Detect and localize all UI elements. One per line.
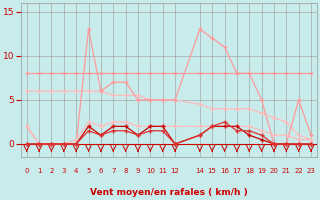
X-axis label: Vent moyen/en rafales ( km/h ): Vent moyen/en rafales ( km/h ): [90, 188, 248, 197]
